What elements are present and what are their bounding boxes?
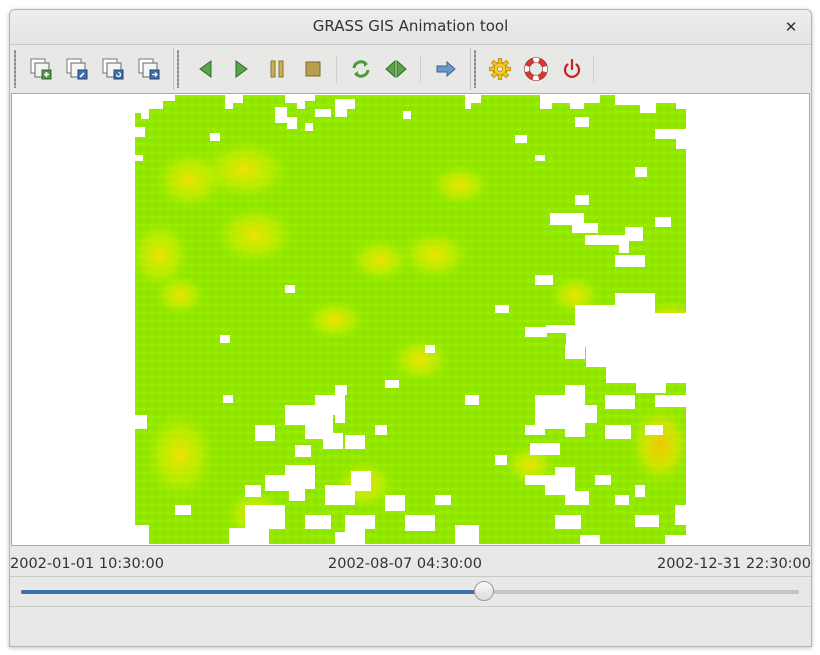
settings-button[interactable] [487, 56, 513, 82]
layer-export-icon [138, 58, 160, 80]
stop-icon [305, 61, 321, 77]
layer-edit-icon [66, 58, 88, 80]
timeline-start-label: 2002-01-01 10:30:00 [10, 556, 164, 572]
animation-canvas[interactable] [11, 93, 810, 546]
play-back-icon [199, 60, 212, 78]
loop-button[interactable] [348, 56, 374, 82]
bounce-icon [385, 59, 407, 79]
title-bar[interactable]: GRASS GIS Animation tool ✕ [10, 10, 811, 45]
bounce-button[interactable] [383, 56, 409, 82]
raster-nodata [135, 95, 686, 544]
toolbar-separator [593, 55, 594, 83]
arrow-right-icon [436, 60, 456, 78]
pause-icon [270, 60, 284, 78]
window-title: GRASS GIS Animation tool [312, 17, 509, 35]
layer-add-icon [30, 58, 52, 80]
timeline-slider-track[interactable] [21, 581, 799, 601]
raster-frame [135, 95, 686, 544]
toolbar-separator [173, 48, 174, 90]
export-animation-button[interactable] [136, 56, 162, 82]
toolbar-separator [470, 48, 471, 90]
speed-button[interactable] [433, 56, 459, 82]
toolbar-grip[interactable] [474, 50, 476, 88]
loop-icon [352, 60, 370, 78]
timeline-current-label: 2002-08-07 04:30:00 [328, 556, 482, 572]
timeline-slider-fill [21, 590, 484, 594]
lifebuoy-icon [524, 57, 548, 81]
timeline-slider-area [10, 576, 811, 607]
animation-window: GRASS GIS Animation tool ✕ [9, 9, 812, 647]
play-back-button[interactable] [193, 56, 219, 82]
close-window-button[interactable]: ✕ [784, 18, 798, 36]
gear-icon [489, 58, 511, 80]
timeline-labels: 2002-01-01 10:30:00 2002-08-07 04:30:00 … [10, 556, 811, 576]
stop-button[interactable] [300, 56, 326, 82]
pause-button[interactable] [264, 56, 290, 82]
reload-animation-button[interactable] [100, 56, 126, 82]
layer-reload-icon [102, 58, 124, 80]
quit-button[interactable] [559, 56, 585, 82]
toolbar-separator [336, 55, 337, 83]
power-icon [563, 58, 581, 78]
timeline-end-label: 2002-12-31 22:30:00 [657, 556, 811, 572]
play-icon [235, 60, 248, 78]
play-button[interactable] [228, 56, 254, 82]
toolbar [10, 45, 811, 92]
toolbar-grip[interactable] [177, 50, 179, 88]
timeline-slider-handle[interactable] [473, 581, 494, 601]
toolbar-separator [420, 55, 421, 83]
edit-animation-button[interactable] [64, 56, 90, 82]
help-button[interactable] [523, 56, 549, 82]
toolbar-grip[interactable] [14, 50, 16, 88]
add-animation-button[interactable] [28, 56, 54, 82]
